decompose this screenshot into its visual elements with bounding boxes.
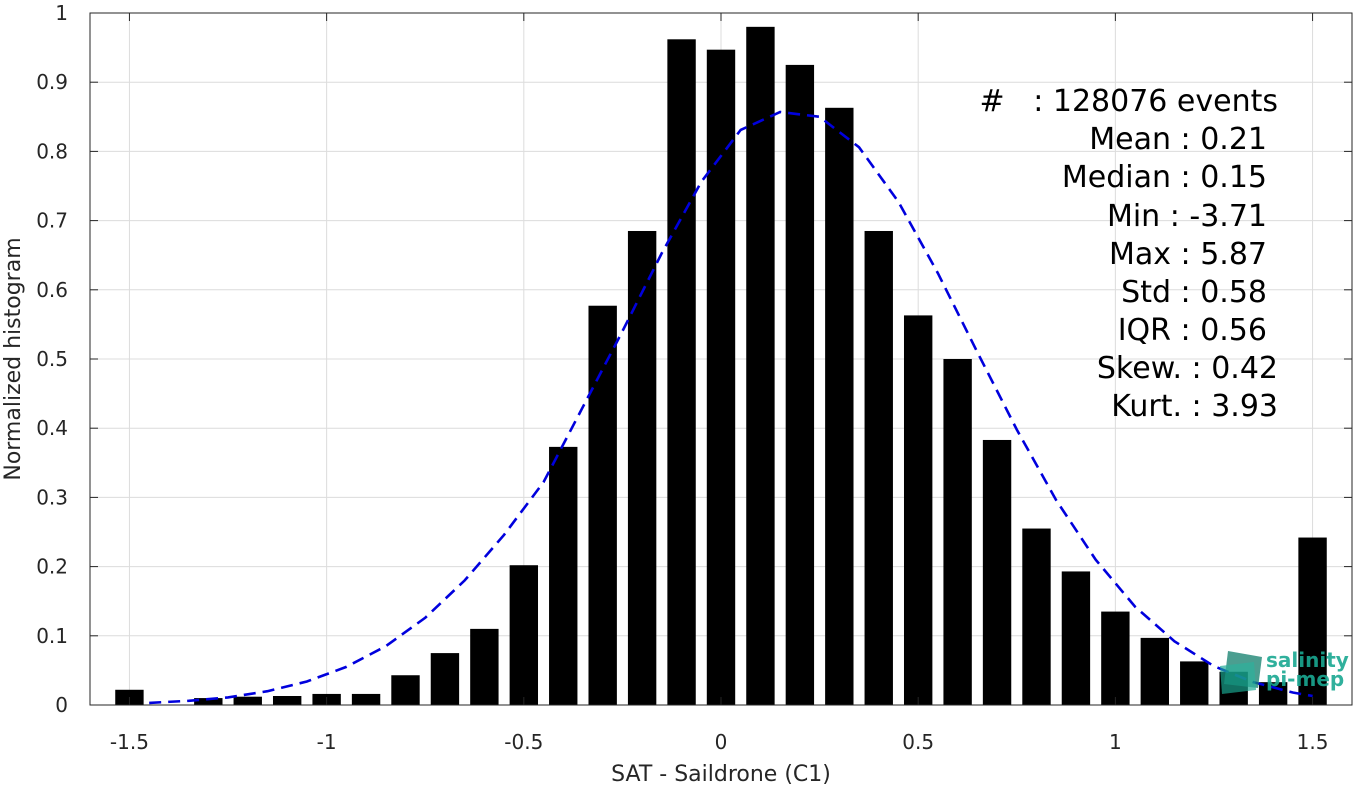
x-tick-labels: -1.5 -1 -0.5 0 0.5 1 1.5 (110, 730, 1329, 754)
y-tick-label: 0.9 (36, 70, 68, 94)
x-axis-title: SAT - Saildrone (C1) (611, 762, 831, 785)
histogram-bar (1140, 637, 1170, 705)
y-tick-label: 0.4 (36, 416, 68, 440)
histogram-bar (588, 305, 617, 705)
y-tick-label: 0.8 (36, 139, 68, 163)
x-tick-label: -0.5 (504, 730, 543, 754)
histogram-bar (1298, 537, 1327, 705)
stats-iqr: IQR : 0.56 (1118, 313, 1267, 348)
stats-kurt: Kurt. : 3.93 (1111, 389, 1278, 424)
logo-text-pimep: pi-mep (1266, 667, 1344, 691)
histogram-bar (825, 107, 854, 706)
stats-skew: Skew. : 0.42 (1097, 351, 1278, 386)
gaussian-fit-line (149, 110, 1313, 705)
logo-text-salinity: salinity (1266, 648, 1349, 672)
bars (115, 26, 1327, 706)
y-tick-label: 0.2 (36, 555, 68, 579)
histogram-bar (903, 315, 933, 705)
axis-ticks (90, 12, 1352, 706)
histogram-bar (1180, 661, 1209, 705)
histogram-bar (746, 26, 775, 705)
histogram-bar (982, 439, 1012, 705)
stats-std: Std : 0.58 (1121, 275, 1267, 310)
stats-max: Max : 5.87 (1109, 237, 1267, 272)
salinity-pimep-logo: salinity pi-mep (1220, 648, 1349, 694)
y-tick-label: 0.3 (36, 485, 68, 509)
x-tick-label: 1.5 (1297, 730, 1329, 754)
stats-mean: Mean : 0.21 (1089, 122, 1267, 157)
x-tick-label: 1 (1109, 730, 1122, 754)
y-axis-title: Normalized histogram (1, 237, 26, 480)
y-tick-label: 0.6 (36, 278, 68, 302)
histogram-bar (706, 49, 736, 706)
x-tick-label: -1.5 (110, 730, 149, 754)
stats-box: # : 128076 events Mean : 0.21 Median : 0… (979, 84, 1278, 424)
histogram-bar (549, 446, 578, 705)
histogram-bar (667, 39, 696, 706)
histogram-bar (272, 696, 302, 705)
stats-min: Min : -3.71 (1107, 199, 1267, 234)
x-tick-label: -1 (317, 730, 337, 754)
histogram-bar (470, 628, 499, 705)
x-tick-label: 0.5 (902, 730, 934, 754)
histogram-bar (943, 359, 972, 705)
histogram-bar (785, 64, 815, 705)
y-tick-labels: 0 0.1 0.2 0.3 0.4 0.5 0.6 0.7 0.8 0.9 1 (36, 1, 68, 717)
histogram-bar (1061, 571, 1091, 705)
x-tick-label: 0 (715, 730, 728, 754)
histogram-bar (391, 675, 420, 705)
histogram-bar (509, 565, 539, 705)
histogram-bar (627, 230, 657, 706)
histogram-bar (233, 696, 262, 705)
y-tick-label: 0.5 (36, 347, 68, 371)
stats-median: Median : 0.15 (1062, 160, 1267, 195)
y-tick-label: 0.1 (36, 624, 68, 648)
y-tick-label: 1 (55, 1, 68, 25)
stats-events: # : 128076 events (979, 84, 1278, 119)
fit-curve (149, 110, 1313, 705)
histogram-bar (351, 693, 381, 705)
logo-shape-front (1220, 662, 1256, 694)
y-tick-label: 0.7 (36, 209, 68, 233)
histogram-bar (1022, 528, 1051, 705)
histogram-bar (1101, 611, 1130, 705)
y-tick-label: 0 (55, 693, 68, 717)
histogram-bar (194, 698, 223, 705)
histogram-bar (430, 653, 460, 705)
histogram-bar (864, 230, 893, 706)
